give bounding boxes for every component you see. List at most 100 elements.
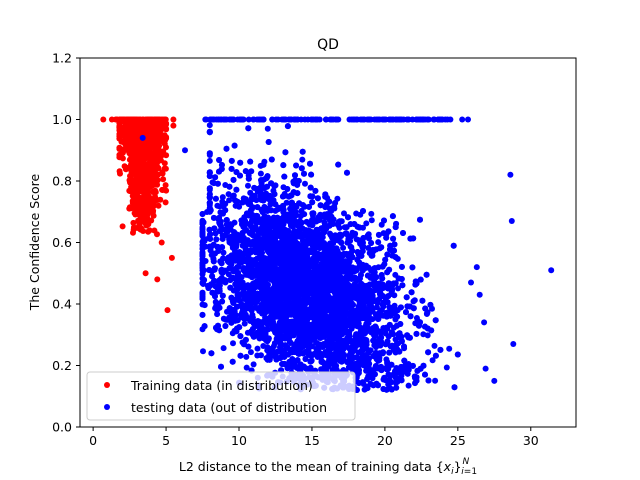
training-data-point: [146, 125, 153, 132]
training-data-point: [152, 187, 159, 194]
testing-data-point: [350, 116, 357, 123]
training-data-point: [161, 165, 168, 172]
testing-data-point: [357, 116, 364, 123]
testing-data-point: [429, 357, 436, 364]
training-data-point: [131, 156, 137, 163]
testing-data-point: [206, 157, 213, 164]
training-data-point: [130, 219, 137, 226]
training-data-point: [138, 149, 145, 156]
training-data-point: [154, 231, 160, 238]
testing-data-point: [199, 311, 206, 318]
testing-data-point: [241, 320, 248, 327]
testing-data-point: [365, 245, 372, 251]
testing-data-point: [214, 180, 221, 187]
testing-data-point: [209, 273, 216, 280]
testing-data-point: [398, 372, 405, 379]
testing-data-point: [405, 382, 412, 389]
testing-data-point: [214, 202, 221, 209]
testing-data-point: [257, 170, 264, 177]
testing-data-point: [245, 343, 252, 350]
testing-data-point: [209, 179, 216, 186]
testing-data-point: [307, 184, 314, 191]
training-data-point: [154, 116, 161, 123]
training-data-point: [142, 162, 149, 169]
testing-data-point: [302, 180, 308, 187]
testing-data-point: [356, 259, 363, 266]
testing-data-point: [446, 345, 453, 352]
training-data-point: [156, 142, 163, 149]
training-data-point: [143, 152, 150, 159]
training-data-point: [119, 149, 126, 156]
training-data-point: [154, 276, 161, 283]
testing-data-point: [240, 116, 247, 123]
testing-data-point: [248, 168, 255, 175]
testing-data-point: [389, 116, 396, 123]
testing-data-point: [390, 235, 397, 242]
testing-data-point: [340, 244, 347, 251]
training-data-point: [142, 270, 149, 277]
training-data-point: [126, 188, 133, 194]
testing-data-point: [201, 302, 208, 309]
testing-data-point: [322, 191, 329, 198]
testing-data-point: [220, 249, 227, 256]
testing-data-point: [206, 150, 213, 157]
testing-data-point: [226, 197, 233, 204]
testing-data-point: [299, 156, 306, 163]
testing-data-point: [230, 116, 237, 123]
training-data-point: [126, 205, 133, 212]
testing-data-point: [234, 116, 241, 123]
testing-data-point: [286, 116, 293, 123]
training-data-point: [158, 239, 165, 246]
training-data-point: [148, 217, 155, 224]
training-data-point: [130, 127, 137, 134]
training-data-point: [100, 116, 107, 123]
testing-data-point: [242, 168, 249, 175]
training-data-point: [163, 144, 169, 151]
testing-data-point: [378, 272, 385, 278]
training-data-point: [170, 116, 177, 123]
training-data-point: [108, 116, 115, 123]
training-data-point: [155, 124, 162, 130]
testing-data-point: [394, 369, 401, 376]
training-data-point: [150, 201, 157, 208]
testing-data-point: [411, 297, 418, 304]
testing-data-point: [395, 285, 401, 292]
training-data-point: [151, 175, 157, 182]
training-data-point: [132, 149, 139, 156]
testing-data-point: [373, 304, 380, 311]
testing-data-point: [292, 116, 299, 123]
testing-data-point: [260, 343, 267, 349]
testing-data-point: [368, 217, 375, 224]
training-data-point: [137, 202, 144, 208]
testing-data-point: [419, 116, 426, 123]
training-data-point: [168, 254, 175, 261]
testing-data-point: [382, 116, 389, 123]
testing-data-point: [323, 116, 329, 123]
testing-data-point: [304, 116, 311, 123]
testing-data-point: [420, 331, 427, 338]
testing-data-point: [335, 161, 342, 168]
training-data-point: [116, 145, 123, 152]
testing-data-point: [268, 156, 275, 163]
points-layer: [100, 116, 555, 393]
training-data-point: [163, 187, 170, 194]
testing-data-point: [297, 213, 304, 220]
testing-data-point: [253, 219, 260, 226]
training-data-point: [152, 150, 159, 157]
training-data-point: [159, 134, 166, 141]
testing-data-point: [209, 289, 216, 296]
testing-data-point: [216, 116, 222, 123]
testing-data-point: [250, 361, 257, 368]
testing-data-point: [220, 345, 227, 352]
testing-data-point: [380, 376, 387, 383]
testing-data-point: [328, 116, 335, 123]
testing-data-point: [405, 116, 412, 123]
training-data-point: [143, 199, 150, 206]
training-data-point: [116, 124, 123, 131]
testing-data-point: [245, 116, 252, 123]
training-data-point: [132, 178, 139, 185]
testing-data-point: [245, 182, 251, 189]
testing-data-point: [310, 116, 317, 123]
testing-data-point: [211, 225, 218, 232]
testing-data-point: [254, 352, 261, 359]
